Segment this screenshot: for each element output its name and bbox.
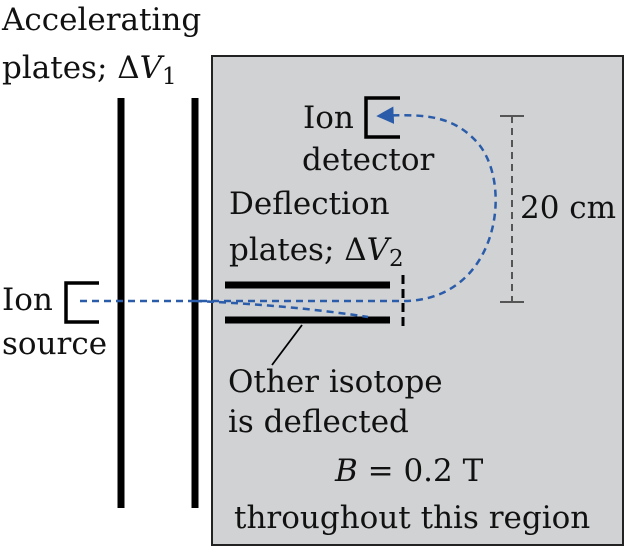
accelerating-label-text: plates;	[2, 50, 117, 86]
deflection-label-line1: Deflection	[229, 186, 390, 222]
accelerating-label-line1: Accelerating	[1, 2, 201, 38]
accelerating-label-line2: plates; ΔV1	[2, 50, 177, 90]
ion-source-label-line1: Ion	[2, 282, 53, 318]
other-isotope-label-line1: Other isotope	[228, 364, 443, 400]
other-isotope-pointer	[271, 324, 303, 366]
accelerating-voltage-symbol: V	[140, 50, 166, 86]
ion-detector-bracket	[364, 96, 400, 139]
magnetic-field-region-label: throughout this region	[234, 500, 590, 536]
ion-source-bracket	[64, 281, 99, 324]
deflection-label-text: plates;	[229, 232, 344, 268]
accelerating-voltage-subscript: 1	[162, 64, 177, 90]
accelerating-delta-symbol: Δ	[117, 50, 139, 86]
ion-source-label-line2: source	[2, 326, 107, 362]
magnetic-field-symbol: B	[334, 453, 358, 489]
deflection-label-line2: plates; ΔV2	[229, 232, 404, 272]
magnetic-field-label: B = 0.2 T	[334, 453, 484, 489]
magnetic-field-value: = 0.2 T	[358, 453, 484, 489]
other-isotope-label-line2: is deflected	[228, 404, 409, 440]
ion-detector-label-line1: Ion	[303, 100, 354, 136]
ion-detector-label-line2: detector	[302, 142, 434, 178]
deflection-delta-symbol: Δ	[344, 232, 366, 268]
deflection-voltage-subscript: 2	[389, 246, 404, 272]
deflection-voltage-symbol: V	[367, 232, 393, 268]
ion-path-selected	[80, 106, 497, 303]
distance-label: 20 cm	[520, 190, 616, 226]
ion-path-deflected	[194, 299, 369, 319]
